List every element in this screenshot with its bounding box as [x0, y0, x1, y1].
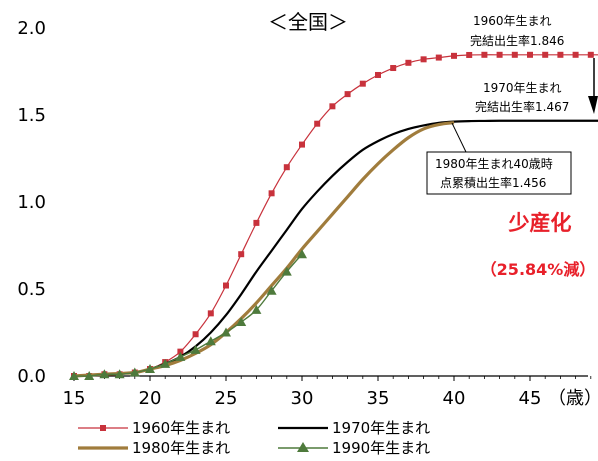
y-tick-label: 2.0 [17, 18, 46, 39]
annotation-1980-box [426, 151, 572, 195]
callout-main: 少産化 [508, 211, 572, 235]
annotation-1960-line1: 1960年生まれ [473, 14, 552, 28]
y-tick-label: 0.5 [17, 279, 46, 300]
data-point [299, 141, 305, 148]
data-point [207, 310, 214, 317]
y-ticks: 0.0 0.5 1.0 1.5 2.0 [17, 18, 46, 387]
data-point [511, 51, 518, 58]
data-point [175, 351, 186, 361]
data-point [329, 103, 336, 110]
annotation-1980-pointer [451, 122, 467, 153]
data-point [390, 65, 397, 72]
data-point [160, 358, 171, 368]
data-point [375, 71, 381, 78]
data-point [542, 51, 549, 58]
data-point [527, 51, 533, 58]
annotation-1960-line2: 完結出生率1.846 [470, 33, 564, 48]
data-point [268, 190, 275, 197]
data-point [69, 371, 79, 380]
annotation-1970-line1: 1970年生まれ [483, 81, 562, 95]
x-ticks: 15 20 25 30 35 40 45 [63, 376, 592, 409]
data-point [192, 331, 199, 338]
legend-item: 1990年生まれ [278, 439, 430, 457]
legend-label: 1990年生まれ [332, 439, 430, 457]
data-point [420, 56, 427, 63]
annotation-1980: 1980年生まれ40歳時 点累積出生率1.456 [426, 122, 572, 195]
data-point [190, 344, 201, 354]
series-line-3 [73, 253, 303, 377]
data-point [84, 371, 95, 380]
legend-label: 1960年生まれ [132, 419, 230, 437]
data-point [435, 54, 442, 61]
legend-item: 1980年生まれ [78, 439, 230, 457]
data-point [466, 51, 473, 58]
x-tick-label: 35 [367, 388, 390, 409]
legend: 1960年生まれ 1970年生まれ 1980年生まれ 1990年生まれ [78, 419, 430, 457]
arrow-head-icon [588, 96, 598, 114]
data-point [496, 51, 503, 58]
legend-item: 1970年生まれ [278, 419, 430, 437]
x-tick-label: 20 [139, 388, 162, 409]
legend-marker [297, 442, 309, 452]
x-tick-label: 30 [291, 388, 314, 409]
data-point [281, 266, 292, 276]
data-point [205, 336, 216, 346]
data-point [405, 59, 412, 66]
legend-marker [100, 425, 106, 431]
data-point [238, 251, 245, 258]
y-tick-label: 0.0 [17, 366, 46, 387]
data-point [481, 51, 488, 58]
annotation-1970: 1970年生まれ 完結出生率1.467 [475, 81, 569, 114]
data-point [253, 219, 260, 226]
data-point [223, 282, 229, 289]
data-point [99, 369, 110, 379]
x-tick-label: 15 [63, 388, 86, 409]
x-axis-label: （歳） [548, 388, 598, 409]
callout-sub: （25.84%減） [481, 260, 596, 279]
data-point [572, 51, 579, 58]
data-point [587, 51, 594, 58]
annotation-1970-line2: 完結出生率1.467 [475, 99, 569, 114]
annotation-1980-line1: 1980年生まれ40歳時 [435, 157, 553, 171]
legend-label: 1980年生まれ [132, 439, 230, 457]
data-point [297, 249, 307, 259]
data-point [344, 91, 351, 98]
legend-label: 1970年生まれ [332, 419, 430, 437]
annotation-1960: 1960年生まれ 完結出生率1.846 [470, 14, 564, 48]
x-tick-label: 40 [443, 388, 466, 409]
data-point [283, 164, 290, 171]
data-point [557, 51, 564, 58]
legend-item: 1960年生まれ [78, 419, 230, 437]
series-3 [69, 249, 307, 380]
series-2 [73, 121, 455, 378]
series-line-2 [73, 121, 455, 378]
data-point [177, 348, 184, 355]
data-point [314, 120, 321, 127]
series-layer [69, 51, 598, 380]
data-point [114, 369, 125, 379]
data-point [221, 327, 231, 337]
series-1 [73, 119, 598, 378]
chart-title: ＜全国＞ [268, 10, 348, 34]
x-tick-label: 45 [519, 388, 542, 409]
data-point [145, 364, 155, 374]
annotation-1980-line2: 点累積出生率1.456 [440, 175, 546, 190]
y-tick-label: 1.5 [17, 105, 46, 126]
x-tick-label: 25 [215, 388, 238, 409]
data-point [236, 317, 247, 327]
decline-arrow [588, 58, 598, 114]
data-point [266, 285, 277, 295]
data-point [451, 52, 457, 59]
data-point [359, 80, 366, 87]
series-line-1 [73, 119, 598, 378]
data-point [251, 304, 262, 314]
y-tick-label: 1.0 [17, 192, 46, 213]
data-point [129, 367, 140, 377]
